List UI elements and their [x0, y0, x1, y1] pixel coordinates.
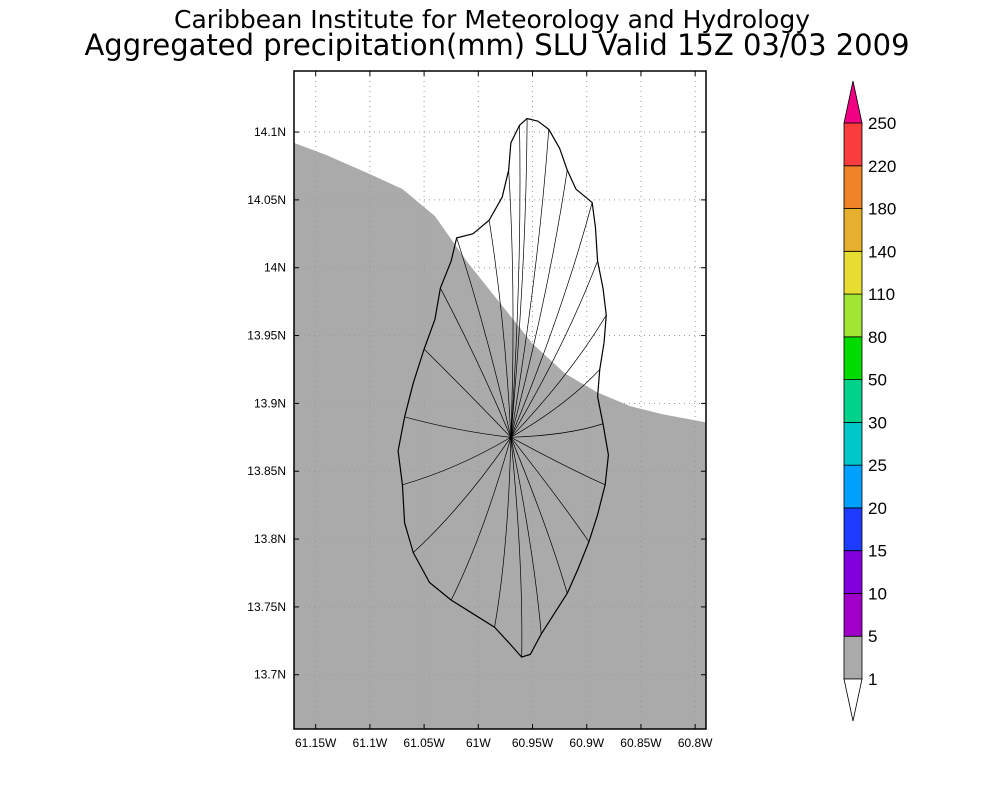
- colorbar-segment: [843, 208, 863, 252]
- lat-tick-label: 14.05N: [247, 193, 286, 207]
- colorbar-segment: [843, 165, 863, 209]
- lat-tick-label: 13.85N: [247, 464, 286, 478]
- colorbar-level-label: 30: [868, 413, 887, 432]
- watershed-boundary: [456, 237, 512, 438]
- lat-tick-label: 13.75N: [247, 600, 286, 614]
- watershed-boundary: [510, 369, 601, 438]
- colorbar-segment: [843, 464, 863, 509]
- colorbar-level-label: 110: [868, 285, 895, 304]
- watershed-boundary: [510, 129, 550, 438]
- product-title: Aggregated precipitation(mm) SLU Valid 1…: [84, 28, 909, 62]
- lat-tick-label: 13.95N: [247, 329, 286, 343]
- colorbar-level-label: 1: [868, 670, 877, 689]
- colorbar-segment: [843, 593, 863, 637]
- lon-tick-label: 60.8W: [678, 736, 713, 750]
- colorbar-level-label: 140: [868, 242, 896, 261]
- island-coastline: [397, 117, 610, 658]
- watershed-boundary: [450, 437, 512, 601]
- watershed-boundary: [488, 220, 512, 438]
- colorbar-segment: [843, 507, 863, 552]
- colorbar-level-label: 25: [868, 456, 887, 475]
- colorbar-level-label: 220: [868, 157, 896, 176]
- colorbar-segment: [843, 122, 863, 167]
- colorbar-level-label: 80: [868, 328, 887, 347]
- watershed-boundary: [510, 437, 568, 594]
- watershed-boundary: [510, 437, 523, 658]
- institute-title: Caribbean Institute for Meteorology and …: [174, 5, 810, 34]
- lat-tick-label: 13.8N: [254, 532, 286, 546]
- watershed-boundary: [510, 202, 593, 438]
- watershed-boundary: [510, 169, 568, 438]
- watershed-boundary: [510, 118, 528, 438]
- colorbar-segment: [843, 635, 863, 680]
- lon-tick-label: 61.15W: [295, 736, 337, 750]
- watershed-boundary: [508, 170, 514, 438]
- lon-tick-label: 60.9W: [569, 736, 604, 750]
- watershed-boundary: [402, 437, 512, 486]
- lat-tick-label: 14.1N: [254, 125, 286, 139]
- watershed-boundary: [510, 260, 598, 438]
- watershed-boundary: [423, 348, 512, 438]
- colorbar-level-label: 20: [868, 499, 887, 518]
- watershed-boundary: [510, 437, 542, 635]
- watershed-boundary: [510, 437, 606, 486]
- map-plot-area: [293, 70, 707, 730]
- lon-tick-label: 61.1W: [353, 736, 388, 750]
- watershed-boundary: [510, 125, 521, 438]
- colorbar-min-arrow: [843, 678, 863, 722]
- watershed-boundary: [440, 287, 512, 438]
- watershed-boundary: [510, 437, 590, 542]
- colorbar-segment: [843, 250, 863, 295]
- watershed-boundary: [413, 437, 512, 553]
- longitude-axis: 61.15W 61.1W 61.05W 61W 60.95W 60.9W 60.85W 60.…: [295, 71, 713, 750]
- lon-tick-label: 61.05W: [403, 736, 445, 750]
- colorbar-level-label: 10: [868, 584, 887, 603]
- colorbar-level-label: 250: [868, 114, 896, 133]
- lon-tick-label: 61W: [466, 736, 491, 750]
- colorbar-segment: [843, 379, 863, 423]
- watershed-boundary: [510, 315, 607, 438]
- colorbar-level-label: 15: [868, 542, 887, 561]
- island-layer: [397, 117, 610, 658]
- colorbar-level-label: 5: [868, 627, 877, 646]
- watershed-boundary: [494, 437, 512, 628]
- colorbar-segment: [843, 293, 863, 338]
- colorbar-segment: [843, 550, 863, 594]
- lat-tick-label: 14N: [264, 261, 286, 275]
- lat-tick-label: 13.7N: [254, 668, 286, 682]
- colorbar-level-label: 180: [868, 200, 896, 219]
- colorbar-level-label: 50: [868, 371, 887, 390]
- lon-tick-label: 60.95W: [512, 736, 554, 750]
- colorbar-max-arrow: [843, 80, 863, 124]
- map-frame: [293, 70, 707, 730]
- watershed-boundary: [510, 423, 604, 438]
- watershed-boundary: [404, 416, 511, 438]
- colorbar-segment: [843, 336, 863, 381]
- latitude-axis: 14.1N 14.05N 14N 13.95N 13.9N 13.85N 13.8N 13.7…: [247, 125, 706, 682]
- colorbar-segment: [843, 421, 863, 466]
- lat-tick-label: 13.9N: [254, 396, 286, 410]
- lon-tick-label: 60.85W: [620, 736, 662, 750]
